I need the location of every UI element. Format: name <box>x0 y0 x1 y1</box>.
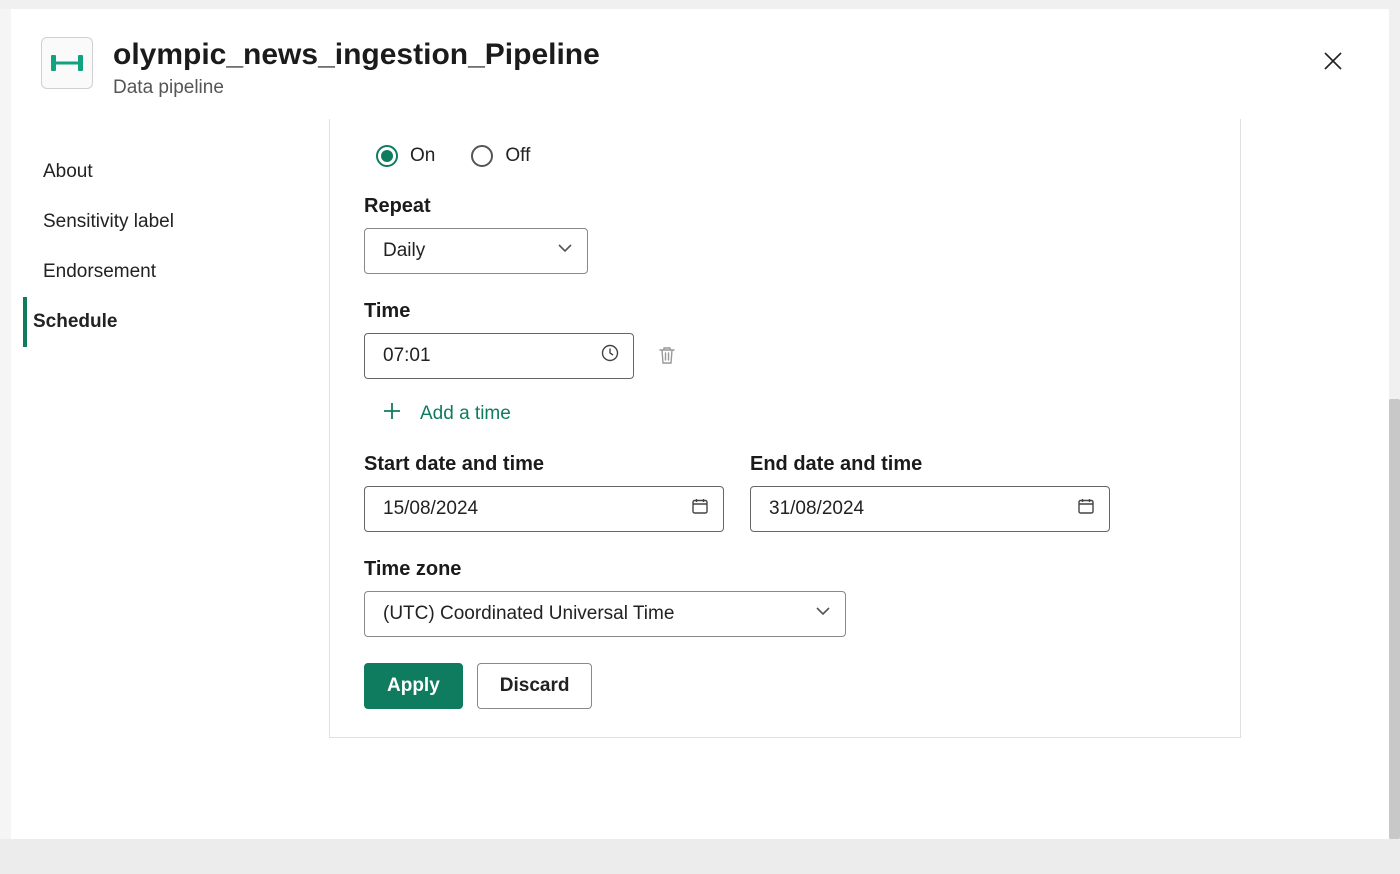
repeat-label: Repeat <box>364 195 1210 218</box>
toggle-off-label: Off <box>505 145 530 167</box>
toggle-on-option[interactable]: On <box>376 145 435 167</box>
timezone-select[interactable]: (UTC) Coordinated Universal Time <box>364 591 846 637</box>
start-date-value: 15/08/2024 <box>383 498 478 520</box>
toggle-off-option[interactable]: Off <box>471 145 530 167</box>
add-time-button[interactable]: Add a time <box>364 401 511 427</box>
add-time-label: Add a time <box>420 403 511 425</box>
clock-icon <box>601 344 619 368</box>
timezone-label: Time zone <box>364 558 1210 581</box>
schedule-card: On Off Repeat Daily Time <box>329 119 1241 738</box>
page-subtitle: Data pipeline <box>113 77 1359 99</box>
sidebar-item-schedule[interactable]: Schedule <box>23 297 311 347</box>
delete-time-button[interactable] <box>652 340 682 373</box>
close-button[interactable] <box>1319 47 1347 78</box>
end-date-label: End date and time <box>750 453 1110 476</box>
sidebar-item-endorsement[interactable]: Endorsement <box>33 247 311 297</box>
discard-button[interactable]: Discard <box>477 663 593 709</box>
timezone-value: (UTC) Coordinated Universal Time <box>383 603 674 625</box>
scrollbar-thumb[interactable] <box>1389 399 1400 839</box>
sidebar-item-about[interactable]: About <box>33 147 311 197</box>
sidebar-item-sensitivity[interactable]: Sensitivity label <box>33 197 311 247</box>
repeat-select[interactable]: Daily <box>364 228 588 274</box>
pipeline-icon <box>41 37 93 89</box>
end-date-value: 31/08/2024 <box>769 498 864 520</box>
time-input[interactable]: 07:01 <box>364 333 634 379</box>
time-value: 07:01 <box>383 345 431 367</box>
start-date-input[interactable]: 15/08/2024 <box>364 486 724 532</box>
footer-strip <box>0 839 1400 874</box>
page-title: olympic_news_ingestion_Pipeline <box>113 37 1359 73</box>
toggle-on-label: On <box>410 145 435 167</box>
schedule-toggle: On Off <box>364 145 1210 167</box>
panel-header: olympic_news_ingestion_Pipeline Data pip… <box>11 9 1389 119</box>
end-date-input[interactable]: 31/08/2024 <box>750 486 1110 532</box>
apply-button[interactable]: Apply <box>364 663 463 709</box>
time-label: Time <box>364 300 1210 323</box>
start-date-label: Start date and time <box>364 453 724 476</box>
chevron-down-icon <box>557 240 573 262</box>
settings-panel: olympic_news_ingestion_Pipeline Data pip… <box>11 9 1389 839</box>
calendar-icon <box>691 497 709 521</box>
plus-icon <box>382 401 402 427</box>
calendar-icon <box>1077 497 1095 521</box>
chevron-down-icon <box>815 603 831 625</box>
sidebar-nav: About Sensitivity label Endorsement Sche… <box>11 119 311 738</box>
repeat-value: Daily <box>383 240 425 262</box>
